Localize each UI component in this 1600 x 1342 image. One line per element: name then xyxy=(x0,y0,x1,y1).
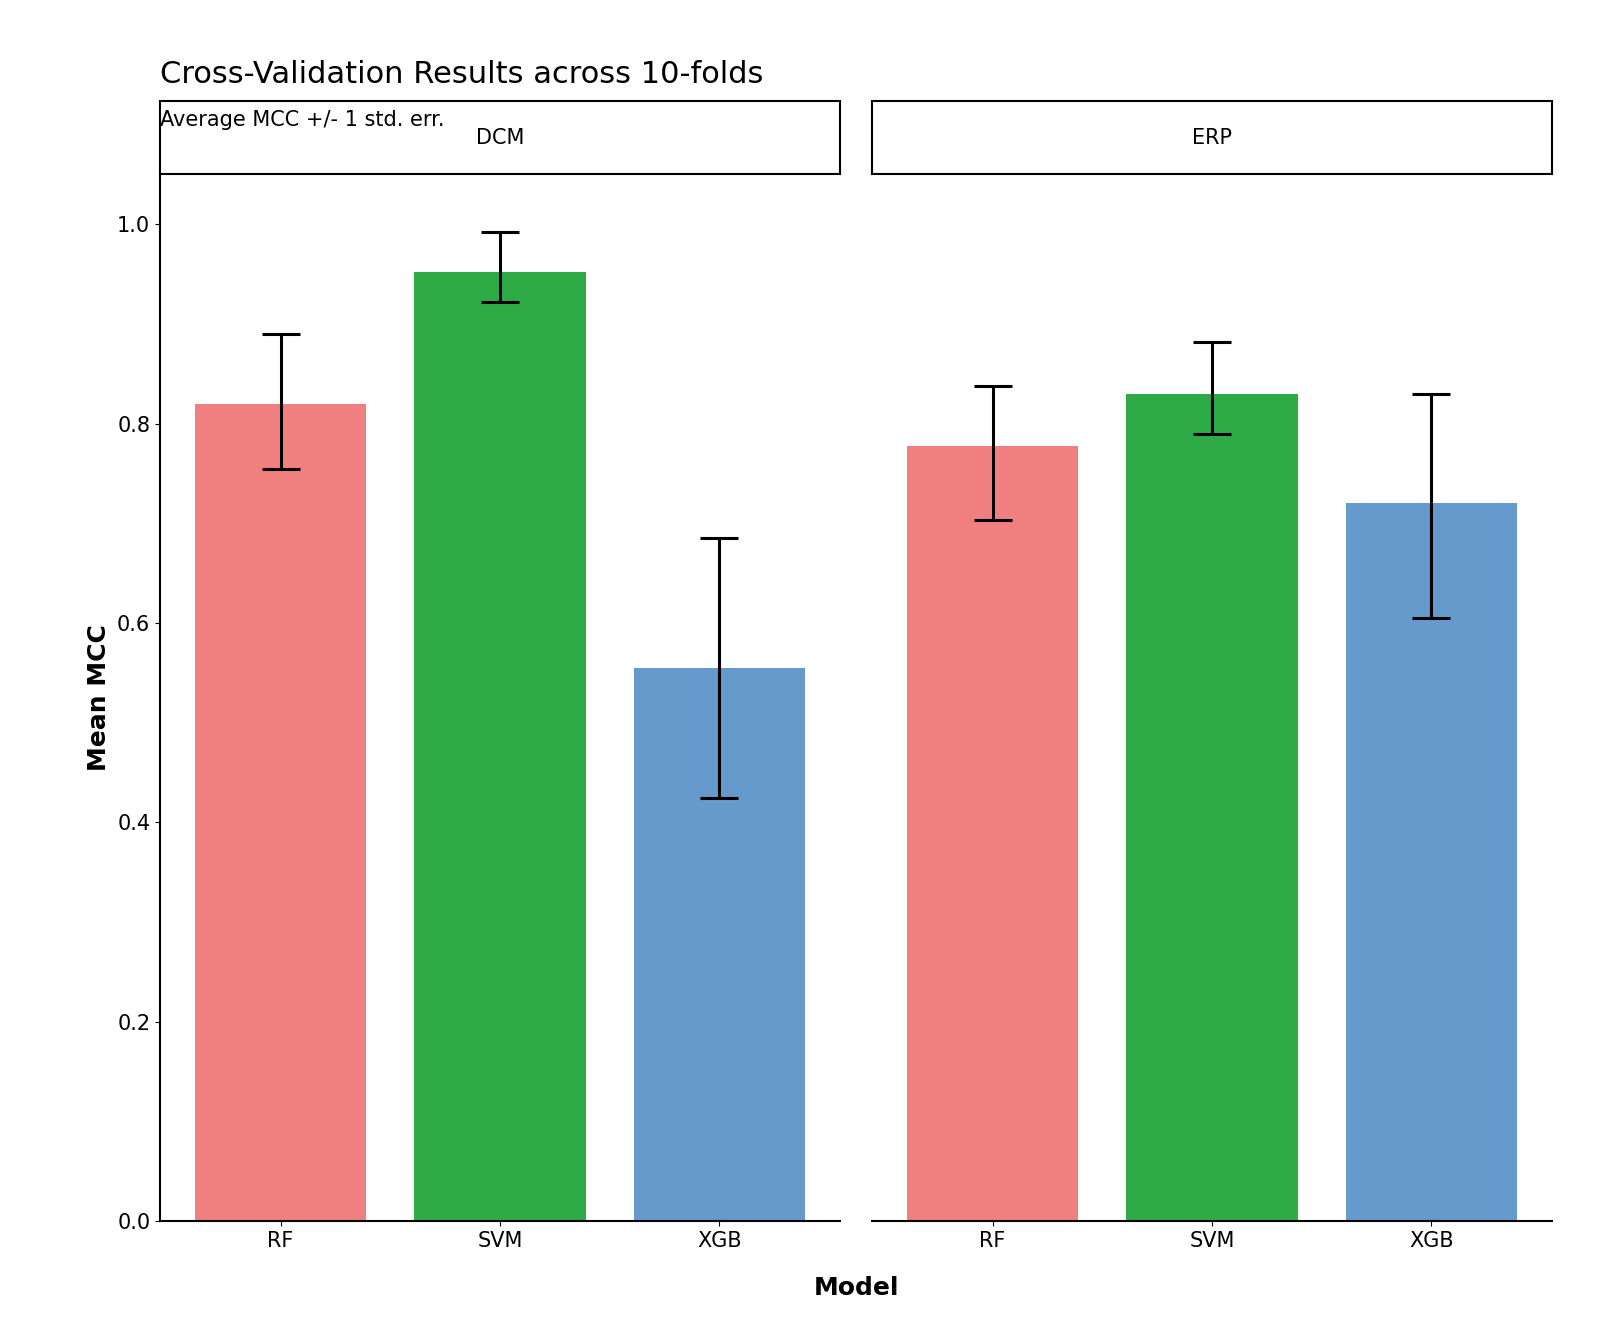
Bar xyxy=(872,101,1552,174)
Bar xyxy=(195,404,366,1221)
Bar xyxy=(634,668,805,1221)
Bar xyxy=(414,272,586,1221)
Text: Cross-Validation Results across 10-folds: Cross-Validation Results across 10-folds xyxy=(160,60,763,90)
Bar xyxy=(907,446,1078,1221)
Bar xyxy=(1126,393,1298,1221)
Bar xyxy=(160,101,840,174)
Text: ERP: ERP xyxy=(1192,127,1232,148)
Text: Average MCC +/- 1 std. err.: Average MCC +/- 1 std. err. xyxy=(160,110,445,130)
Y-axis label: Mean MCC: Mean MCC xyxy=(88,624,112,772)
Text: DCM: DCM xyxy=(475,127,525,148)
Text: Model: Model xyxy=(813,1276,899,1300)
Bar xyxy=(1346,503,1517,1221)
